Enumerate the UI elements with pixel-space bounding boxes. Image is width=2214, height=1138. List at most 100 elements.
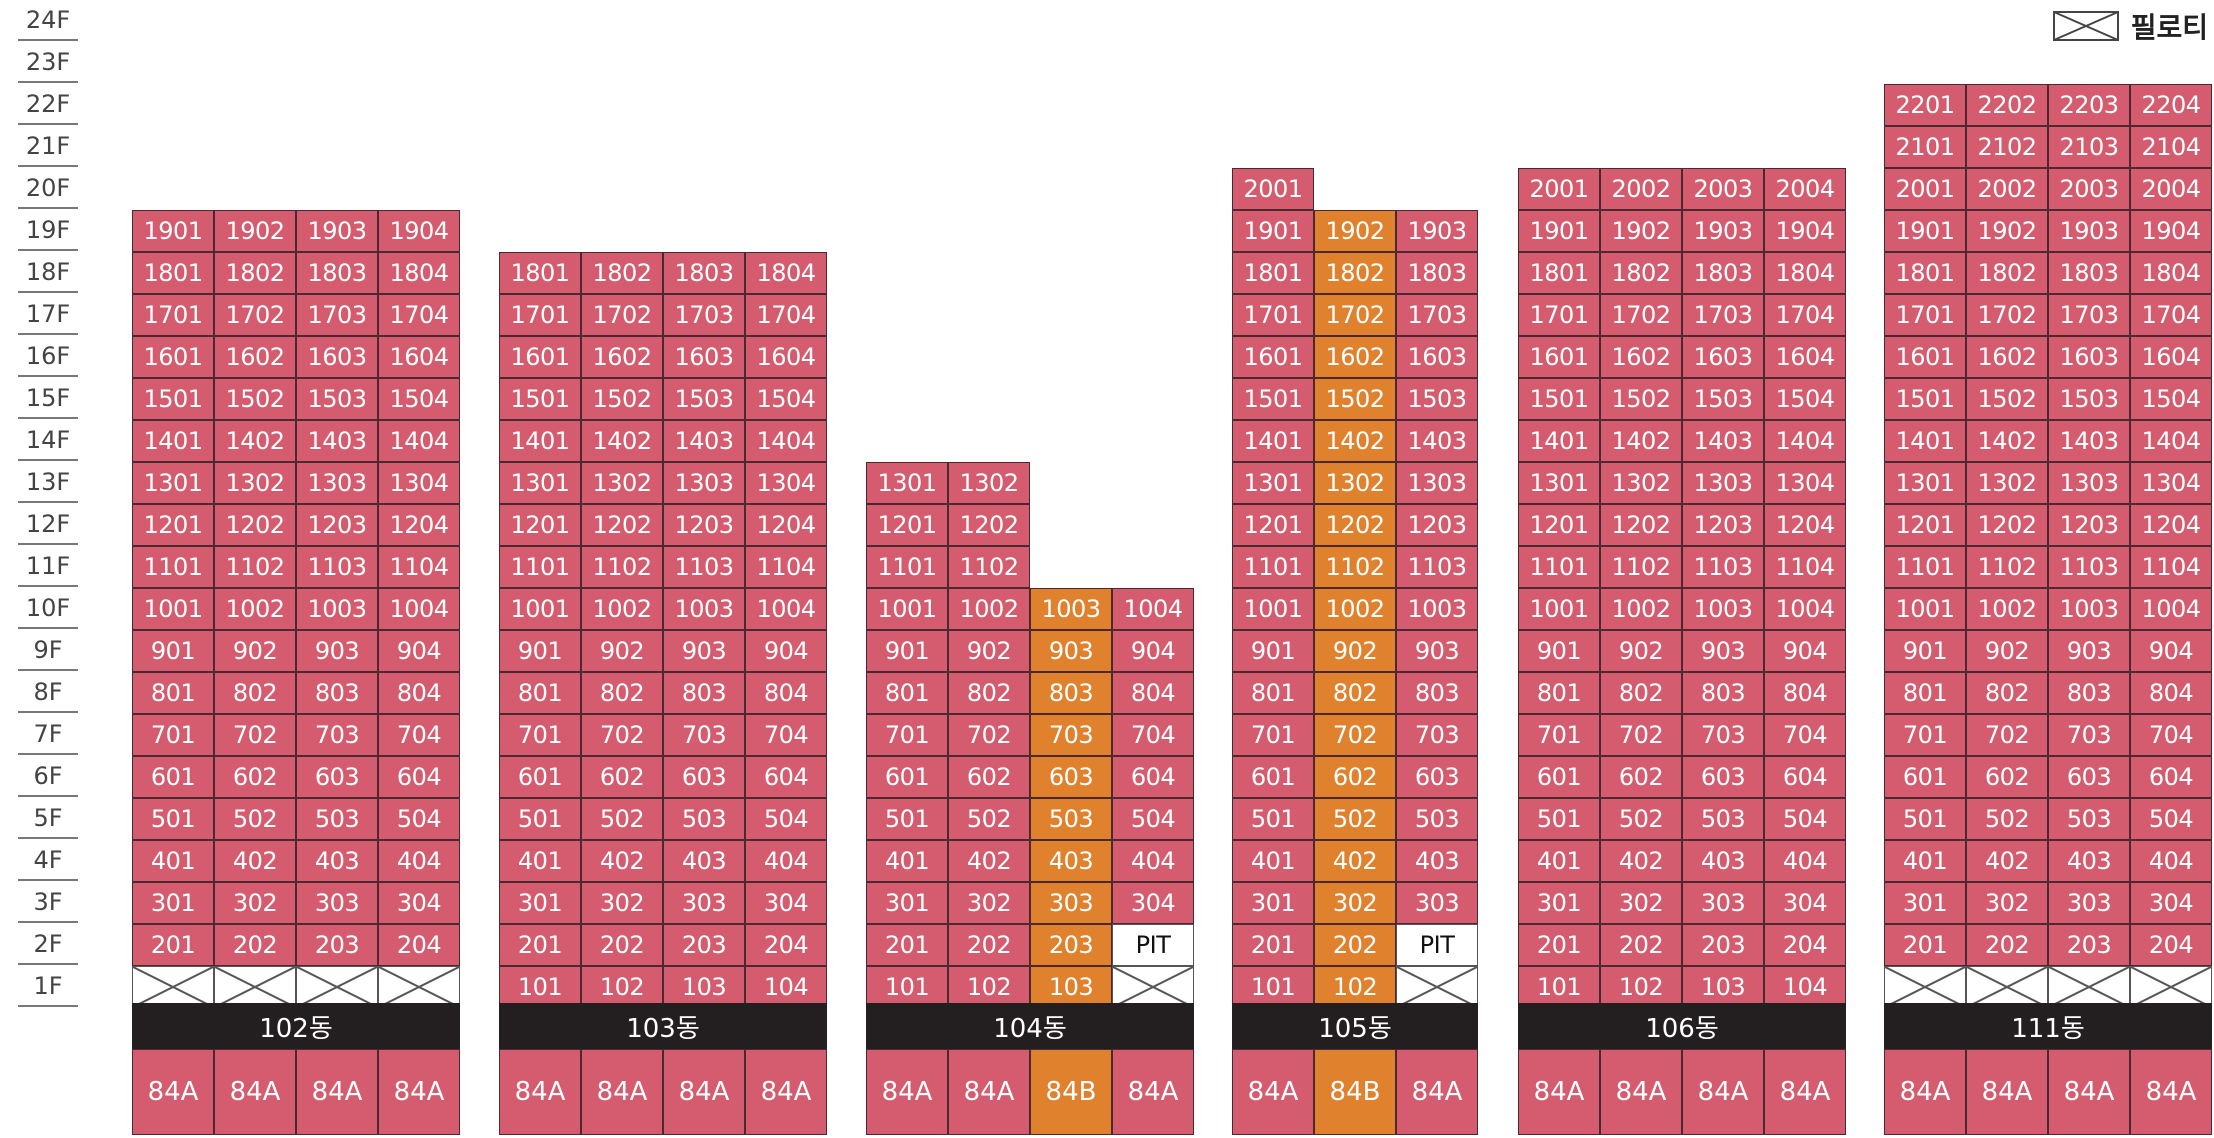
unit-cell: 1102 — [1600, 546, 1682, 588]
piloti-cross-icon — [379, 967, 459, 1007]
unit-cell: 1702 — [214, 294, 296, 336]
unit-cell: 204 — [745, 924, 827, 966]
floor-label: 17F — [18, 295, 78, 335]
unit-cell: 1101 — [1884, 546, 1966, 588]
unit-cell: 501 — [866, 798, 948, 840]
unit-cell: 903 — [2048, 630, 2130, 672]
unit-cell: 1703 — [296, 294, 378, 336]
unit-cell: 1503 — [1396, 378, 1478, 420]
piloti-cell — [2130, 966, 2212, 1008]
unit-cell: 1902 — [1966, 210, 2048, 252]
unit-cell: 201 — [1518, 924, 1600, 966]
unit-cell: 703 — [2048, 714, 2130, 756]
unit-cell: 801 — [499, 672, 581, 714]
floor-label: 11F — [18, 547, 78, 587]
unit-cell: 1901 — [1232, 210, 1314, 252]
unit-cell: 1101 — [1232, 546, 1314, 588]
unit-cell: 301 — [1884, 882, 1966, 924]
piloti-cell — [296, 966, 378, 1008]
unit-cell: 1002 — [1600, 588, 1682, 630]
unit-cell: 1104 — [1764, 546, 1846, 588]
unit-cell: 1303 — [1682, 462, 1764, 504]
unit-cell: 1203 — [2048, 504, 2130, 546]
unit-type-cell: 84A — [581, 1049, 663, 1135]
piloti-cell — [1396, 966, 1478, 1008]
unit-cell: 1702 — [1966, 294, 2048, 336]
unit-cell: 902 — [581, 630, 663, 672]
unit-cell: 2001 — [1884, 168, 1966, 210]
unit-cell: 2003 — [2048, 168, 2130, 210]
unit-cell: 1801 — [1884, 252, 1966, 294]
unit-cell: 504 — [1764, 798, 1846, 840]
unit-cell: 1602 — [581, 336, 663, 378]
unit-cell: 1501 — [132, 378, 214, 420]
unit-cell: 504 — [2130, 798, 2212, 840]
unit-cell: 701 — [1232, 714, 1314, 756]
unit-cell: 601 — [1232, 756, 1314, 798]
unit-cell: 1201 — [866, 504, 948, 546]
unit-cell: 403 — [2048, 840, 2130, 882]
unit-cell: 901 — [866, 630, 948, 672]
piloti-cross-icon — [2131, 967, 2211, 1007]
unit-cell: 1001 — [1232, 588, 1314, 630]
unit-cell: 804 — [1112, 672, 1194, 714]
piloti-cross-icon — [297, 967, 377, 1007]
unit-cell: 1001 — [132, 588, 214, 630]
unit-cell: 1701 — [499, 294, 581, 336]
pit-cell: PIT — [1112, 924, 1194, 966]
building-name-bar: 102동 — [132, 1003, 460, 1049]
unit-cell: 1801 — [132, 252, 214, 294]
unit-cell: 804 — [1764, 672, 1846, 714]
unit-cell: 502 — [214, 798, 296, 840]
unit-cell: 1302 — [948, 462, 1030, 504]
unit-cell: 1403 — [1396, 420, 1478, 462]
unit-type-cell: 84A — [2130, 1049, 2212, 1135]
unit-cell: 804 — [378, 672, 460, 714]
unit-cell: 801 — [132, 672, 214, 714]
unit-cell: 403 — [1682, 840, 1764, 882]
building-name-bar: 106동 — [1518, 1003, 1846, 1049]
unit-cell: 503 — [1682, 798, 1764, 840]
unit-cell: 2001 — [1518, 168, 1600, 210]
unit-cell: 601 — [866, 756, 948, 798]
unit-cell: 1201 — [132, 504, 214, 546]
unit-cell: 302 — [1966, 882, 2048, 924]
unit-cell: 803 — [1030, 672, 1112, 714]
unit-cell: 1103 — [296, 546, 378, 588]
unit-cell: 901 — [1518, 630, 1600, 672]
unit-cell: 1601 — [1884, 336, 1966, 378]
unit-cell: 2203 — [2048, 84, 2130, 126]
unit-type-cell: 84A — [1682, 1049, 1764, 1135]
unit-cell: 1204 — [378, 504, 460, 546]
unit-cell: 904 — [378, 630, 460, 672]
unit-cell: 1804 — [1764, 252, 1846, 294]
unit-cell: 1601 — [132, 336, 214, 378]
unit-type-cell: 84A — [1764, 1049, 1846, 1135]
unit-cell: 501 — [1232, 798, 1314, 840]
unit-cell: 1904 — [1764, 210, 1846, 252]
floor-label: 9F — [18, 631, 78, 671]
unit-cell: 1102 — [214, 546, 296, 588]
unit-cell: 1801 — [1518, 252, 1600, 294]
unit-cell: 501 — [499, 798, 581, 840]
unit-cell: 1004 — [378, 588, 460, 630]
unit-cell: 1703 — [1396, 294, 1478, 336]
unit-cell: 1602 — [1600, 336, 1682, 378]
unit-cell: 903 — [1030, 630, 1112, 672]
unit-cell: 602 — [581, 756, 663, 798]
unit-cell: 1603 — [1396, 336, 1478, 378]
legend-label: 필로티 — [2130, 11, 2208, 44]
unit-cell: 1502 — [1966, 378, 2048, 420]
unit-cell: 1302 — [1600, 462, 1682, 504]
unit-type-cell: 84A — [866, 1049, 948, 1135]
unit-cell: 204 — [1764, 924, 1846, 966]
unit-cell: 1604 — [378, 336, 460, 378]
unit-cell: 1301 — [1884, 462, 1966, 504]
unit-cell: 1403 — [1682, 420, 1764, 462]
unit-cell: 504 — [745, 798, 827, 840]
unit-cell: 1603 — [663, 336, 745, 378]
unit-cell: 702 — [214, 714, 296, 756]
unit-cell: 304 — [1764, 882, 1846, 924]
unit-cell: 2002 — [1966, 168, 2048, 210]
unit-cell: 1704 — [745, 294, 827, 336]
